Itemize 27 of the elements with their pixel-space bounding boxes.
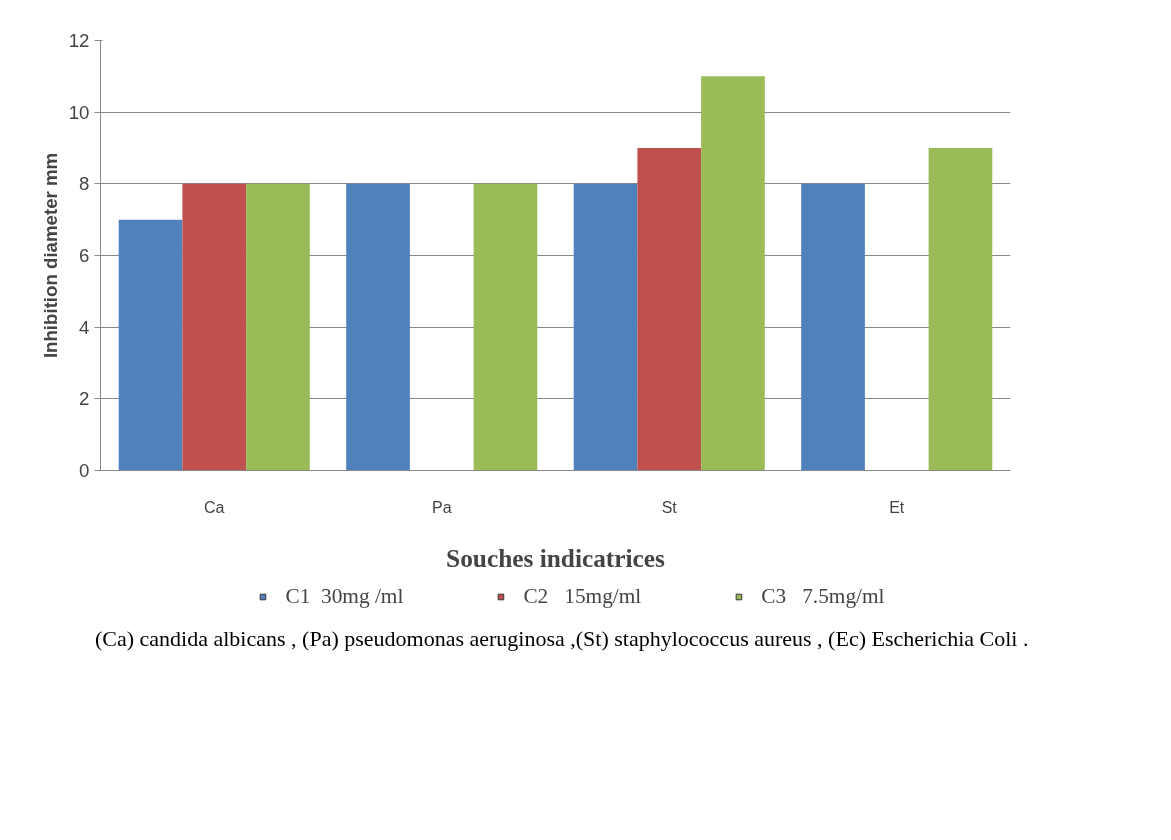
- x-axis-title: Souches indicatrices: [446, 543, 666, 572]
- y-axis-title: Inhibition diameter mm: [39, 152, 61, 359]
- x-tick-label: Et: [889, 498, 905, 516]
- y-tick-label: 4: [79, 316, 90, 338]
- legend-label: C1 30mg /ml: [285, 583, 404, 609]
- legend-label: C2 15mg/ml: [523, 583, 642, 609]
- bar: [637, 148, 702, 471]
- bar: [473, 183, 538, 471]
- bar: [182, 183, 247, 471]
- x-tick-label: Ca: [204, 498, 225, 516]
- bar: [701, 76, 765, 471]
- legend-label: C3 7.5mg/ml: [761, 583, 885, 609]
- x-tick-label: St: [661, 498, 678, 516]
- y-tick-label: 8: [79, 173, 90, 195]
- bar: [928, 148, 993, 471]
- bar: [246, 183, 310, 471]
- y-tick-label: 6: [79, 245, 90, 266]
- bar: [118, 219, 183, 471]
- y-tick-label: 12: [68, 30, 90, 51]
- y-tick-label: 0: [79, 460, 90, 481]
- bar: [346, 183, 410, 471]
- text: (Ca) candida albicans , (Pa) pseudomonas aeruginosa ,(St) staphylococcus aureus , (Ec) Escherichia Coli .: [95, 625, 1029, 653]
- y-tick-label: 10: [68, 101, 90, 123]
- bar: [801, 183, 865, 471]
- y-tick-label: 2: [79, 388, 90, 410]
- x-tick-label: Pa: [431, 498, 452, 516]
- bar: [573, 183, 638, 471]
